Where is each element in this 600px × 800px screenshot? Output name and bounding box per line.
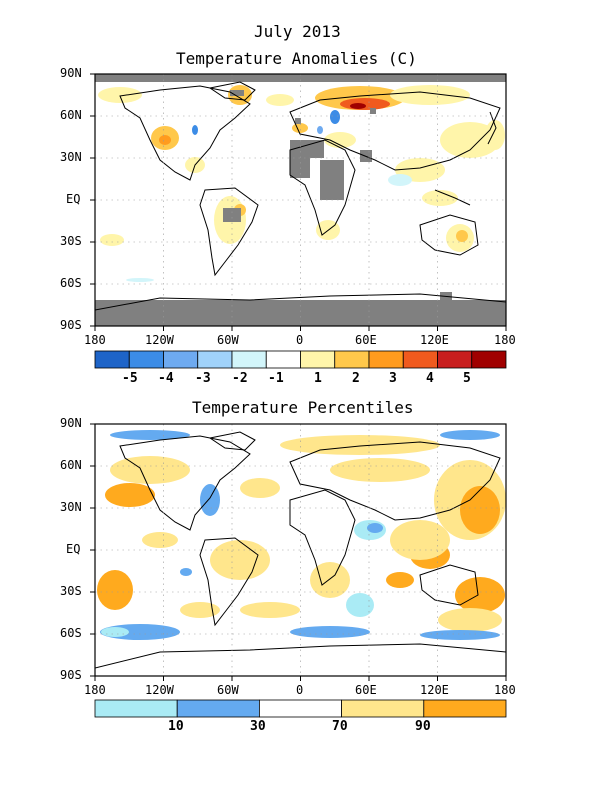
anomaly-colorbar [94,350,507,369]
anomaly-colorbar-label: -5 [122,371,138,386]
anomaly-colorbar-label: -1 [268,371,284,386]
anomaly-lon-label: 60E [355,333,377,347]
anomaly-colorbar-swatch [437,350,473,369]
anomaly-colorbar-label: -3 [195,371,211,386]
anomaly-lat-label: 60N [60,108,82,122]
anomaly-lat-label: 60S [60,276,82,290]
percentile-lat-label: 90N [60,416,82,430]
anomaly-missing-land [223,90,452,300]
percentile-lon-label: 120W [145,683,174,697]
percentile-gridlines [95,424,506,676]
percentile-lon-label: 60W [217,683,239,697]
anomaly-colorbar-swatch [94,350,130,369]
percentile-ticks [90,423,507,681]
anomaly-colorbar-swatch [265,350,301,369]
anomaly-missing-arctic [95,74,506,82]
percentile-colorbar-swatch [341,699,425,718]
anomaly-lon-label: 120E [420,333,449,347]
percentile-colorbar-label: 70 [332,719,348,734]
percentile-map [95,424,506,676]
percentile-coastlines [95,431,506,669]
anomaly-colorbar-label: -4 [158,371,174,386]
percentile-colorbar [94,699,507,718]
anomaly-lon-label: 60W [217,333,239,347]
percentile-colorbar-label: 30 [250,719,266,734]
percentile-cold-patches [100,430,500,640]
anomaly-colorbar-label: 2 [352,371,360,386]
anomaly-colorbar-swatch [471,350,507,369]
percentile-colorbar-swatch [94,699,178,718]
anomaly-gridlines [95,74,506,326]
percentile-colorbar-swatch [176,699,260,718]
percentile-lon-label: 120E [420,683,449,697]
percentile-lon-label: 0 [296,683,304,697]
anomaly-title-line2: Temperature Anomalies (C) [176,49,417,68]
anomaly-lat-label: 90N [60,66,82,80]
anomaly-colorbar-label: 5 [463,371,471,386]
percentile-lon-label: 60E [355,683,377,697]
percentile-lon-label: 180 [494,683,516,697]
anomaly-colorbar-label: 1 [314,371,322,386]
percentile-lat-label: 30S [60,584,82,598]
percentile-lat-label: EQ [66,542,81,556]
percentile-lon-label: 180 [84,683,106,697]
anomaly-colorbar-swatch [231,350,267,369]
percentile-title: Temperature Percentiles [192,398,414,417]
percentile-colorbar-label: 90 [415,719,431,734]
anomaly-lat-label: 30N [60,150,82,164]
percentile-colorbar-swatch [423,699,507,718]
anomaly-colorbar-swatch [300,350,336,369]
anomaly-colorbar-label: 3 [389,371,397,386]
anomaly-colorbar-swatch [368,350,404,369]
anomaly-lat-label: EQ [66,192,81,206]
anomaly-lon-label: 0 [296,333,304,347]
anomaly-colorbar-swatch [197,350,233,369]
percentile-colorbar-swatch [258,699,342,718]
anomaly-colorbar-swatch [128,350,164,369]
percentile-lat-label: 60S [60,626,82,640]
anomaly-map [95,74,506,326]
anomaly-lon-label: 180 [84,333,106,347]
anomaly-colorbar-swatch [334,350,370,369]
anomaly-coastlines [95,81,506,326]
anomaly-colorbar-swatch [402,350,438,369]
anomaly-colorbar-label: 4 [426,371,434,386]
anomaly-title-line1: July 2013 [254,22,341,41]
percentile-lat-label: 90S [60,668,82,682]
anomaly-colorbar-label: -2 [232,371,248,386]
anomaly-lat-label: 30S [60,234,82,248]
anomaly-lon-label: 120W [145,333,174,347]
percentile-lat-label: 30N [60,500,82,514]
anomaly-lon-label: 180 [494,333,516,347]
anomaly-cold-patches [126,110,412,282]
percentile-colorbar-label: 10 [168,719,184,734]
anomaly-ticks [90,73,507,331]
percentile-lat-label: 60N [60,458,82,472]
anomaly-warm-patches [98,85,505,252]
anomaly-lat-label: 90S [60,318,82,332]
anomaly-colorbar-swatch [163,350,199,369]
